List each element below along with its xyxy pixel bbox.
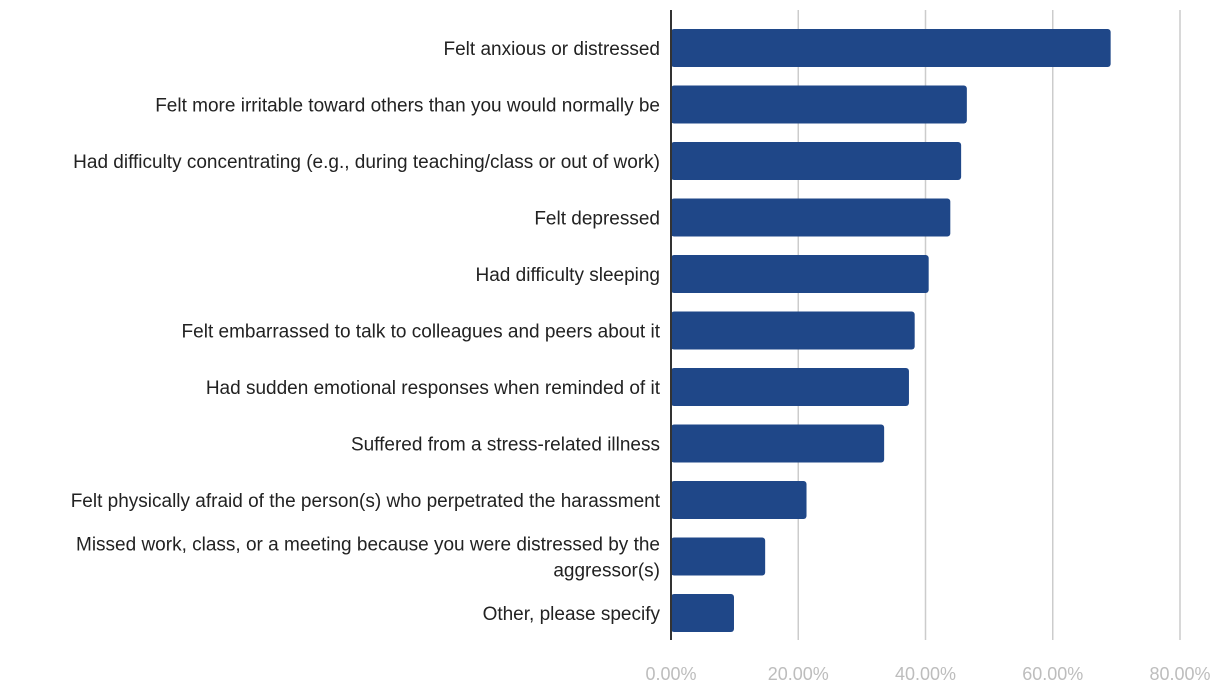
x-tick-label: 0.00% [645, 664, 696, 684]
bar [671, 29, 1111, 67]
category-label: Felt anxious or distressed [444, 39, 661, 60]
x-tick-label: 60.00% [1022, 664, 1083, 684]
category-label: Felt embarrassed to talk to colleagues a… [182, 322, 661, 343]
bar [671, 142, 962, 180]
category-label: Felt physically afraid of the person(s) … [71, 491, 661, 512]
bar [671, 537, 766, 576]
category-label: Suffered from a stress-related illness [351, 435, 660, 456]
category-label: Had sudden emotional responses when remi… [206, 378, 661, 399]
bar [671, 311, 915, 350]
category-label: Other, please specify [483, 604, 661, 625]
bar [671, 368, 909, 406]
category-label: Had difficulty sleeping [476, 265, 660, 286]
bar [671, 85, 967, 124]
x-tick-label: 40.00% [895, 664, 956, 684]
bar [671, 481, 807, 519]
x-tick-label: 80.00% [1149, 664, 1210, 684]
category-label: Felt more irritable toward others than y… [155, 96, 660, 117]
bar [671, 198, 951, 237]
category-label: Had difficulty concentrating (e.g., duri… [73, 152, 660, 173]
bar [671, 424, 885, 463]
bar [671, 255, 929, 293]
category-label: Felt depressed [534, 209, 660, 230]
bar [671, 594, 734, 632]
x-tick-label: 20.00% [768, 664, 829, 684]
category-label: Missed work, class, or a meeting because… [76, 535, 660, 582]
